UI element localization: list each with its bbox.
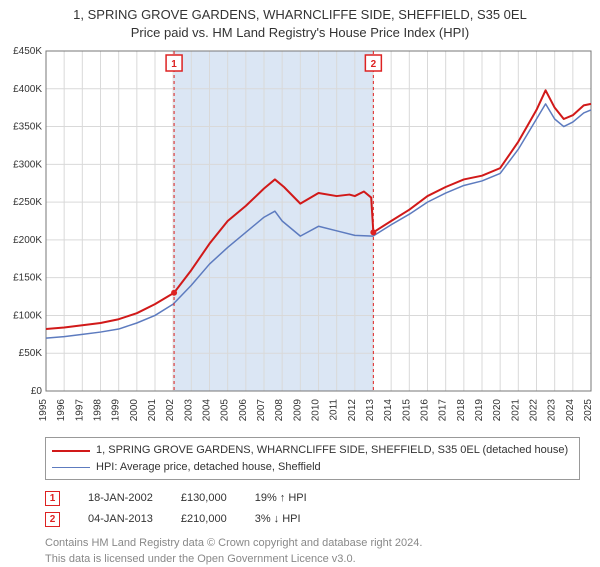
svg-text:2018: 2018 [456,399,467,422]
svg-text:2025: 2025 [583,399,594,422]
svg-text:2021: 2021 [510,399,521,422]
price-chart: £0 £50K £100K £150K £200K £250K £300K £350K £400… [4,46,594,431]
svg-text:2011: 2011 [329,399,340,421]
svg-text:1997: 1997 [74,399,85,422]
sale-diff: 19% ↑ HPI [255,488,307,509]
svg-text:2003: 2003 [183,399,194,422]
sale-date: 04-JAN-2013 [88,509,153,530]
sales-list: 1 18-JAN-2002 £130,000 19% ↑ HPI 2 04-JA… [45,488,580,530]
svg-text:2024: 2024 [565,399,576,422]
svg-text:2004: 2004 [202,399,213,422]
legend-label-property: 1, SPRING GROVE GARDENS, WHARNCLIFFE SID… [96,442,568,459]
svg-text:2008: 2008 [274,399,285,422]
legend-swatch-property [52,450,90,452]
svg-text:2015: 2015 [401,399,412,422]
title-line-1: 1, SPRING GROVE GARDENS, WHARNCLIFFE SID… [73,7,527,22]
sale-price: £210,000 [181,509,227,530]
chart-legend: 1, SPRING GROVE GARDENS, WHARNCLIFFE SID… [45,437,580,480]
title-line-2: Price paid vs. HM Land Registry's House … [131,25,469,40]
svg-text:2006: 2006 [238,399,249,422]
sale-date: 18-JAN-2002 [88,488,153,509]
footer-line-2: This data is licensed under the Open Gov… [45,553,356,565]
svg-text:1999: 1999 [111,399,122,422]
sale-row-2: 2 04-JAN-2013 £210,000 3% ↓ HPI [45,509,580,530]
svg-text:1995: 1995 [38,399,49,422]
svg-text:2017: 2017 [438,399,449,422]
svg-text:£450K: £450K [13,46,42,57]
svg-text:£50K: £50K [19,349,43,360]
svg-text:£250K: £250K [13,197,42,208]
svg-text:2001: 2001 [147,399,158,422]
footer-attribution: Contains HM Land Registry data © Crown c… [45,536,600,567]
svg-text:£100K: £100K [13,311,42,322]
svg-text:1998: 1998 [93,399,104,422]
svg-text:2019: 2019 [474,399,485,422]
svg-text:2020: 2020 [492,399,503,422]
legend-swatch-hpi [52,467,90,468]
svg-text:2013: 2013 [365,399,376,422]
svg-text:2005: 2005 [220,399,231,422]
sale-diff: 3% ↓ HPI [255,509,301,530]
svg-text:2007: 2007 [256,399,267,422]
svg-text:£200K: £200K [13,235,42,246]
svg-text:£400K: £400K [13,84,42,95]
svg-text:£0: £0 [31,386,43,397]
sale-marker-1-icon: 1 [45,491,60,506]
svg-text:£150K: £150K [13,273,42,284]
svg-text:2022: 2022 [529,399,540,422]
legend-row-hpi: HPI: Average price, detached house, Shef… [52,459,573,476]
sale-row-1: 1 18-JAN-2002 £130,000 19% ↑ HPI [45,488,580,509]
svg-text:2: 2 [371,59,377,70]
legend-row-property: 1, SPRING GROVE GARDENS, WHARNCLIFFE SID… [52,442,573,459]
svg-text:2009: 2009 [292,399,303,422]
svg-text:£350K: £350K [13,122,42,133]
svg-text:1: 1 [171,59,177,70]
svg-text:2012: 2012 [347,399,358,422]
sale-marker-2-icon: 2 [45,512,60,527]
svg-text:2016: 2016 [420,399,431,422]
svg-text:1996: 1996 [56,399,67,422]
svg-text:2023: 2023 [547,399,558,422]
svg-text:2000: 2000 [129,399,140,422]
legend-label-hpi: HPI: Average price, detached house, Shef… [96,459,321,476]
svg-text:2010: 2010 [311,399,322,422]
sale-price: £130,000 [181,488,227,509]
svg-text:2002: 2002 [165,399,176,422]
chart-title: 1, SPRING GROVE GARDENS, WHARNCLIFFE SID… [0,0,600,42]
footer-line-1: Contains HM Land Registry data © Crown c… [45,537,422,549]
svg-text:£300K: £300K [13,160,42,171]
svg-text:2014: 2014 [383,399,394,422]
